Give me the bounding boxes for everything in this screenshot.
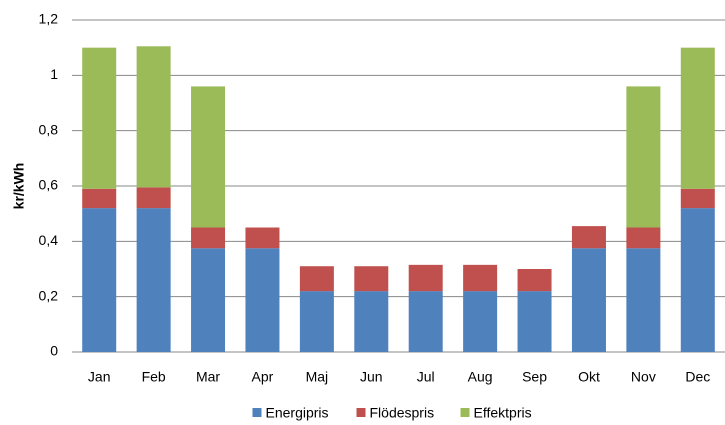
bar-segment: [571, 226, 606, 249]
y-tick-label: 1,2: [39, 11, 59, 27]
bar-segment: [82, 47, 117, 189]
y-axis-label: kr/kWh: [11, 163, 27, 210]
bar-segment: [517, 269, 552, 292]
bar-segment: [299, 266, 334, 292]
x-tick-label: Apr: [252, 369, 274, 385]
y-tick-label: 0: [50, 343, 58, 359]
bar-segment: [408, 291, 443, 352]
x-tick-label: Jan: [88, 369, 111, 385]
legend-label: Energipris: [266, 405, 329, 421]
bar-segment: [136, 208, 171, 352]
bar-segment: [463, 291, 498, 352]
legend-label: Effektpris: [474, 405, 532, 421]
bar-segment: [354, 266, 389, 292]
x-tick-label: Mar: [196, 369, 220, 385]
bar-segment: [82, 208, 117, 352]
bar-segment: [571, 248, 606, 352]
y-tick-label: 0,4: [39, 232, 59, 248]
x-tick-label: Sep: [522, 369, 547, 385]
bar-segment: [191, 227, 226, 249]
y-tick-label: 0,2: [39, 287, 59, 303]
legend-label: Flödespris: [370, 405, 435, 421]
legend-swatch: [460, 408, 470, 417]
x-tick-label: Jun: [360, 369, 383, 385]
bar-segment: [136, 46, 171, 188]
x-tick-label: Feb: [142, 369, 166, 385]
bar-segment: [354, 291, 389, 352]
x-tick-label: Aug: [468, 369, 493, 385]
bar-segment: [191, 86, 226, 228]
bar-segment: [680, 208, 715, 352]
x-tick-label: Dec: [685, 369, 710, 385]
y-tick-label: 0,6: [39, 177, 59, 193]
bar-segment: [136, 187, 171, 209]
y-tick-label: 0,8: [39, 121, 59, 137]
bar-segment: [680, 47, 715, 189]
bar-segment: [408, 264, 443, 292]
bar-segment: [82, 188, 117, 209]
bar-segment: [299, 291, 334, 352]
x-tick-label: Maj: [306, 369, 329, 385]
x-tick-label: Okt: [578, 369, 600, 385]
legend-swatch: [252, 408, 262, 417]
bar-segment: [517, 291, 552, 352]
bar-segment: [245, 248, 280, 352]
bar-segment: [626, 86, 661, 228]
x-tick-label: Nov: [631, 369, 656, 385]
bar-segment: [463, 264, 498, 292]
bar-segment: [245, 227, 280, 249]
y-tick-label: 1: [50, 66, 58, 82]
legend-swatch: [356, 408, 366, 417]
bar-segment: [626, 248, 661, 352]
bar-segment: [191, 248, 226, 352]
bar-segment: [680, 188, 715, 209]
x-tick-label: Jul: [417, 369, 435, 385]
bar-segment: [626, 227, 661, 249]
